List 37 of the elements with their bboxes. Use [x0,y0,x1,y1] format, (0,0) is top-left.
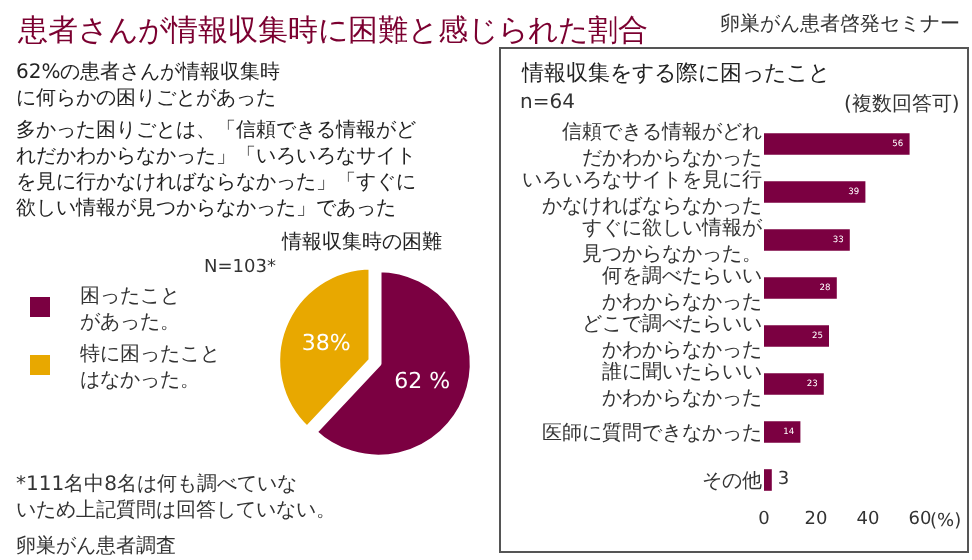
bar [764,133,910,155]
x-tick-label: 0 [758,510,771,530]
text: N=103* [204,258,277,278]
y-tick-label: どこで調べたらいいかわからなかった [582,312,762,362]
text: 多かった困りごとは、「信頼できる情報がどれだかわからなかった」「いろいろなサイトを見に行かなければならなかった」「すぐに欲しい情報が見つからなかった」であった [16,118,416,220]
chart-title: 情報収集をする際に困ったこと [520,60,830,86]
legend-label: 特に困ったことはなかった。 [80,341,220,392]
y-tick-label: その他 [702,469,762,493]
bar [764,469,772,491]
y-tick-label: 何を調べたらいいかわからなかった [602,264,762,314]
bar [764,277,837,299]
data-label: 62 % [394,367,451,394]
x-axis-title: (%) [930,512,962,532]
legend-label: 困ったことがあった。 [80,285,180,334]
bar [764,325,829,347]
bar [764,229,850,251]
x-tick-label: 20 [804,510,828,530]
y-tick-label: 誰に聞いたらいいかわからなかった [602,360,762,410]
bar [764,421,801,443]
data-label: 38% [301,329,351,356]
y-tick-label: 信頼できる情報がどれだかわからなかった [562,120,762,170]
chart-title: 情報収集時の困難 [280,230,442,254]
text: 卵巣がん患者啓発セミナー [720,12,960,36]
y-tick-label: すぐに欲しい情報が見つからなかった。 [582,216,764,266]
text: 卵巣がん患者調査 [16,534,176,558]
text: 62%の患者さんが情報収集時に何らかの困りごとがあった [16,60,281,110]
chart-subtitle: (複数回答可) [844,92,960,116]
x-tick-label: 60 [908,510,932,530]
x-tick-label: 40 [856,510,880,530]
text: *111名中8名は何も調べていないため上記質問は回答していない。 [16,472,336,522]
text: n=64 [520,92,575,114]
data-label: 3 [777,470,790,490]
bar [764,181,866,203]
y-tick-label: いろいろなサイトを見に行かなければならなかった [522,170,762,218]
text: 患者さんが情報収集時に困難と感じられた割合 [16,12,648,48]
bar [764,373,824,395]
y-tick-label: 医師に質問できなかった [542,421,762,445]
